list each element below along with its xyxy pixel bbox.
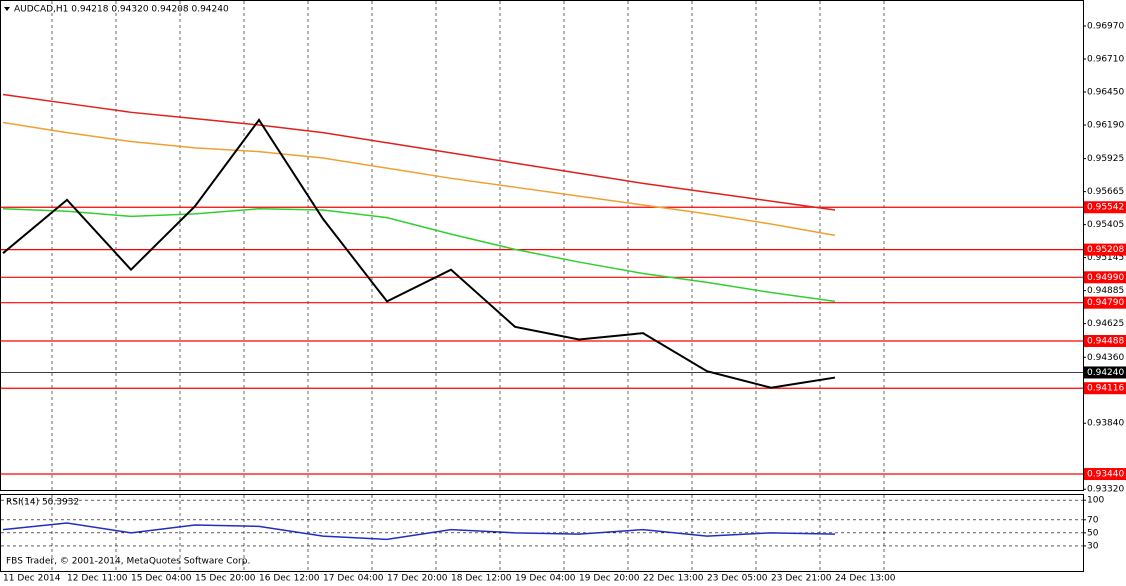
y-tick-label: 0.95405	[1087, 220, 1124, 230]
x-tick-label: 22 Dec 13:00	[643, 574, 704, 584]
level-label: 0.94488	[1087, 337, 1124, 347]
series-line	[2, 121, 836, 237]
y-tick-label: 0.94885	[1087, 286, 1124, 296]
y-tick-label: 0.96710	[1087, 55, 1124, 65]
x-tick-label: 17 Dec 04:00	[323, 574, 384, 584]
y-tick-label: 0.93840	[1087, 419, 1124, 429]
level-label: 0.93440	[1087, 470, 1124, 480]
x-tick-label: 12 Dec 11:00	[67, 574, 128, 584]
y-tick-label: 0.95145	[1087, 253, 1124, 263]
chart-title: AUDCAD,H1 0.94218 0.94320 0.94208 0.9424…	[14, 5, 229, 15]
y-tick-label: 30	[1087, 541, 1099, 551]
y-tick-label: 0.93320	[1087, 485, 1124, 495]
level-label-box	[1084, 468, 1126, 481]
x-tick-label: 24 Dec 13:00	[835, 574, 896, 584]
y-tick-label: 0.96970	[1087, 22, 1124, 32]
x-tick-label: 23 Dec 21:00	[771, 574, 832, 584]
y-tick-label: 0.95665	[1087, 187, 1124, 197]
series-line	[2, 93, 836, 211]
x-tick-label: 17 Dec 20:00	[387, 574, 448, 584]
level-label-box	[1084, 271, 1126, 284]
y-tick-label: 0.96190	[1087, 121, 1124, 131]
series-line	[2, 522, 836, 541]
menu-arrow	[4, 7, 10, 11]
y-tick-label: 0.96450	[1087, 88, 1124, 98]
series-line	[2, 208, 836, 303]
y-tick-label: 0.95925	[1087, 154, 1124, 164]
y-tick-label: 100	[1087, 496, 1104, 506]
x-tick-label: 18 Dec 12:00	[451, 574, 512, 584]
level-label: 0.94116	[1087, 384, 1124, 394]
rsi-title: RSI(14) 50.3932	[6, 498, 79, 508]
y-tick-label: 70	[1087, 515, 1099, 525]
level-label-box	[1084, 243, 1126, 256]
y-tick-label: 50	[1087, 528, 1099, 538]
current-price-label: 0.94240	[1087, 368, 1124, 378]
x-tick-label: 19 Dec 20:00	[579, 574, 640, 584]
footer: FBS Trader, © 2001-2014, MetaQuotes Soft…	[6, 557, 250, 567]
level-label-box	[1084, 335, 1126, 348]
y-tick-label: 0.94360	[1087, 353, 1124, 363]
level-label: 0.95542	[1087, 203, 1124, 213]
x-tick-label: 16 Dec 12:00	[259, 574, 320, 584]
series-line	[2, 118, 836, 389]
x-tick-label: 15 Dec 20:00	[195, 574, 256, 584]
level-label: 0.94990	[1087, 273, 1124, 283]
x-tick-label: 23 Dec 05:00	[707, 574, 768, 584]
main-frame	[0, 0, 1084, 491]
level-label-box	[1084, 201, 1126, 214]
current-price-box	[1084, 366, 1126, 379]
x-tick-label: 19 Dec 04:00	[515, 574, 576, 584]
level-label: 0.95208	[1087, 245, 1124, 255]
level-label: 0.94790	[1087, 298, 1124, 308]
y-tick-label: 0.94625	[1087, 319, 1124, 329]
level-label-box	[1084, 296, 1126, 309]
x-tick-label: 15 Dec 04:00	[131, 574, 192, 584]
level-label-box	[1084, 382, 1126, 395]
x-tick-label: 11 Dec 2014	[3, 574, 61, 584]
